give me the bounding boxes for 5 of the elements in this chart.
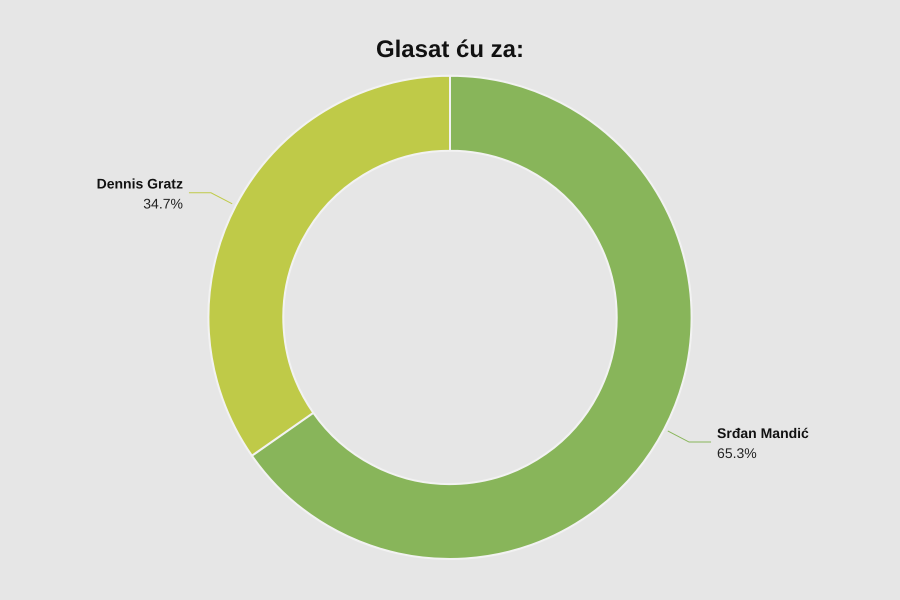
slice-label: Srđan Mandić (717, 425, 810, 442)
data-label: 34.7% (143, 196, 183, 212)
data-label: 65.3% (717, 445, 757, 462)
slice-label: Dennis Gratz (96, 176, 183, 192)
chart-title: Glasat ću za: (376, 36, 524, 64)
